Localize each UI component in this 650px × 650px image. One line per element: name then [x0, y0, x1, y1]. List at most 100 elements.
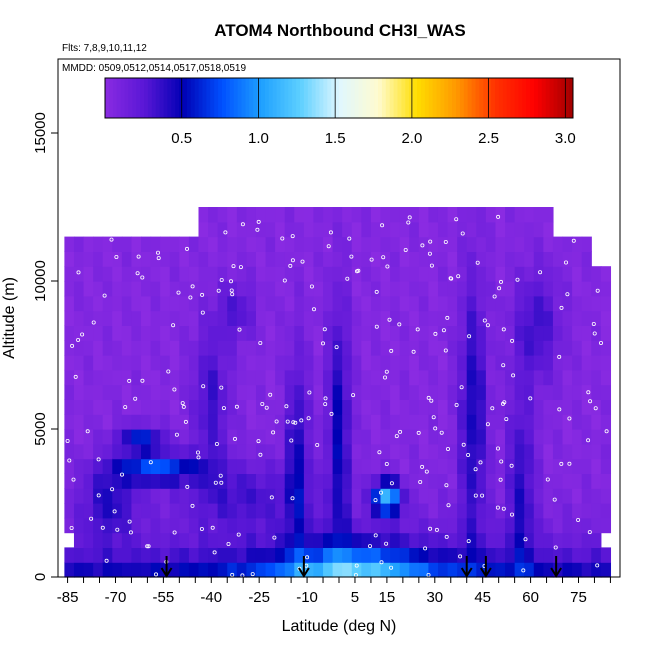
sample-point: [567, 416, 572, 421]
sample-point: [351, 393, 356, 398]
y-axis-label: Altitude (m): [1, 277, 18, 359]
sample-point: [515, 277, 520, 282]
heatmap-cell: [102, 547, 113, 563]
heatmap-cell: [198, 458, 209, 474]
heatmap-cell: [313, 325, 324, 341]
colorbar-swatch: [440, 78, 445, 118]
heatmap-cell: [418, 488, 430, 504]
sample-point: [466, 539, 471, 544]
sample-point: [496, 214, 501, 219]
heatmap-cell: [198, 532, 209, 548]
heatmap-cell: [447, 310, 458, 326]
heatmap-cell: [188, 473, 200, 489]
heatmap-cell: [390, 295, 401, 312]
heatmap-cell: [552, 251, 564, 267]
colorbar-swatch: [389, 78, 395, 118]
sample-point: [271, 430, 276, 435]
heatmap-cell: [265, 221, 276, 238]
sample-point: [385, 264, 390, 269]
sample-point: [288, 263, 293, 268]
heatmap-cell: [418, 221, 430, 238]
heatmap-cell: [275, 369, 286, 386]
heatmap-cell: [217, 503, 228, 519]
heatmap-cell: [198, 488, 209, 504]
sample-point: [345, 276, 350, 281]
heatmap-cell: [64, 340, 75, 356]
colorbar-swatch: [190, 78, 196, 118]
heatmap-cell: [524, 207, 535, 223]
heatmap-cell: [227, 473, 238, 489]
sample-point: [545, 477, 550, 482]
heatmap-cell: [581, 562, 592, 578]
heatmap-cell: [275, 221, 286, 238]
heatmap-cell: [476, 488, 487, 504]
heatmap-cell: [591, 547, 602, 563]
heatmap-cell: [102, 251, 113, 267]
heatmap-cell: [217, 251, 228, 267]
colorbar-swatch: [530, 78, 535, 118]
heatmap-cell: [102, 355, 113, 371]
heatmap-cell: [112, 340, 123, 356]
heatmap-cell: [552, 369, 564, 386]
heatmap-cell: [227, 503, 238, 519]
colorbar-swatch: [459, 78, 465, 118]
sample-point: [379, 560, 384, 565]
heatmap-cell: [121, 325, 133, 341]
heatmap-cell: [217, 384, 228, 400]
heatmap-cell: [505, 517, 516, 534]
colorbar-swatch: [163, 78, 168, 118]
colorbar-swatch: [381, 78, 387, 118]
heatmap-cell: [265, 325, 276, 341]
heatmap-cell: [409, 251, 420, 267]
heatmap-cell: [370, 310, 382, 326]
colorbar-swatch: [506, 78, 512, 118]
heatmap-cell: [131, 458, 142, 474]
sample-point: [280, 236, 285, 241]
heatmap-cell: [447, 384, 458, 400]
sample-point: [183, 419, 188, 424]
heatmap-cell: [255, 414, 267, 430]
sample-point: [498, 477, 503, 482]
heatmap-cell: [447, 399, 458, 415]
heatmap-cell: [169, 532, 180, 548]
heatmap-cell: [543, 399, 554, 415]
heatmap-cell: [342, 473, 353, 489]
heatmap-cell: [437, 310, 449, 326]
heatmap-cell: [514, 221, 525, 238]
heatmap-cell: [208, 503, 219, 519]
heatmap-cell: [409, 399, 420, 415]
heatmap-cell: [409, 207, 420, 223]
heatmap-cell: [351, 562, 362, 578]
heatmap-cell: [476, 458, 487, 474]
sample-point: [586, 390, 591, 395]
heatmap-cell: [332, 503, 343, 519]
colorbar-swatch: [214, 78, 219, 118]
heatmap-cell: [217, 547, 228, 563]
heatmap-cell: [188, 384, 200, 400]
heatmap-cell: [179, 266, 190, 282]
heatmap-cell: [323, 399, 334, 415]
sample-point: [114, 254, 119, 259]
heatmap-cell: [457, 458, 468, 474]
heatmap-cell: [495, 488, 506, 504]
heatmap-cell: [351, 429, 362, 445]
heatmap-cell: [552, 458, 564, 474]
heatmap-cell: [294, 295, 305, 312]
heatmap-cell: [600, 443, 612, 460]
heatmap-cell: [418, 310, 430, 326]
colorbar-swatch: [175, 78, 180, 118]
heatmap-cell: [303, 236, 315, 252]
heatmap-cell: [495, 399, 506, 415]
sample-point: [461, 442, 466, 447]
heatmap-cell: [323, 429, 334, 445]
heatmap-cell: [198, 384, 209, 400]
heatmap-cell: [342, 488, 353, 504]
heatmap-cell: [342, 355, 353, 371]
heatmap-cell: [188, 488, 200, 504]
sample-point: [460, 231, 465, 236]
heatmap-cell: [447, 547, 458, 563]
heatmap-cell: [361, 236, 372, 252]
heatmap-cell: [428, 488, 439, 504]
sample-point: [65, 438, 70, 443]
heatmap-cell: [447, 414, 458, 430]
